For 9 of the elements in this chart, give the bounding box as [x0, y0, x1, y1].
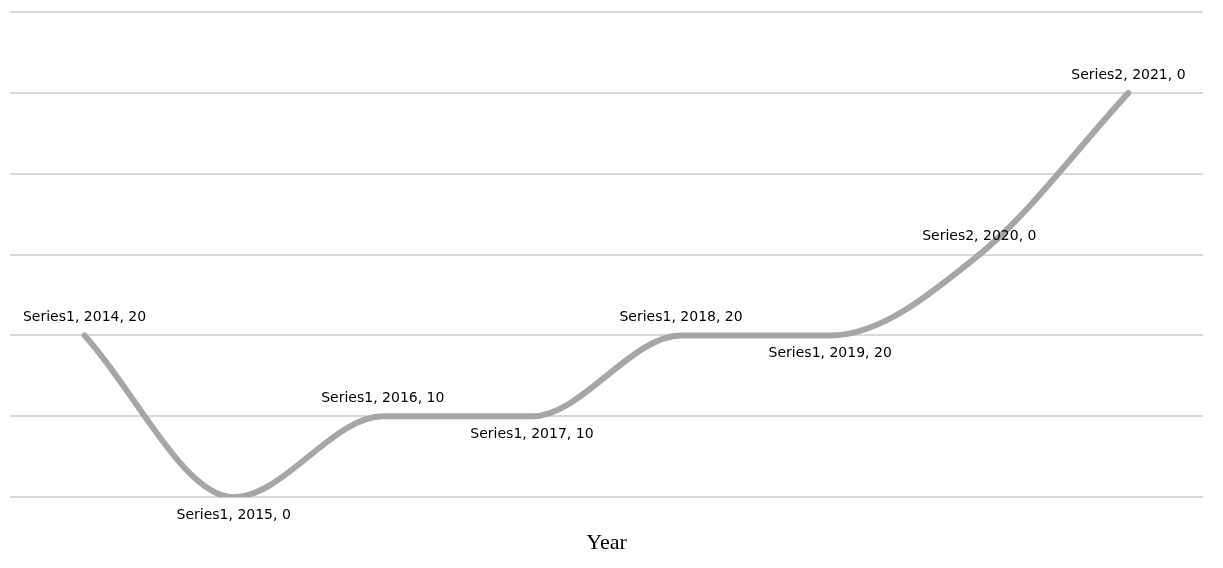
data-label: Series1, 2014, 20 [22, 308, 147, 325]
data-label: Series1, 2016, 10 [321, 388, 445, 405]
data-label: Series1, 2018, 20 [619, 308, 743, 325]
data-label: Series2, 2021, 0 [1071, 65, 1186, 82]
x-axis-title: Year [586, 528, 628, 554]
data-label: Series2, 2020, 0 [922, 227, 1037, 244]
data-label: Series1, 2015, 0 [176, 505, 291, 522]
data-label: Series1, 2017, 10 [470, 424, 594, 441]
data-label: Series1, 2019, 20 [768, 344, 892, 361]
